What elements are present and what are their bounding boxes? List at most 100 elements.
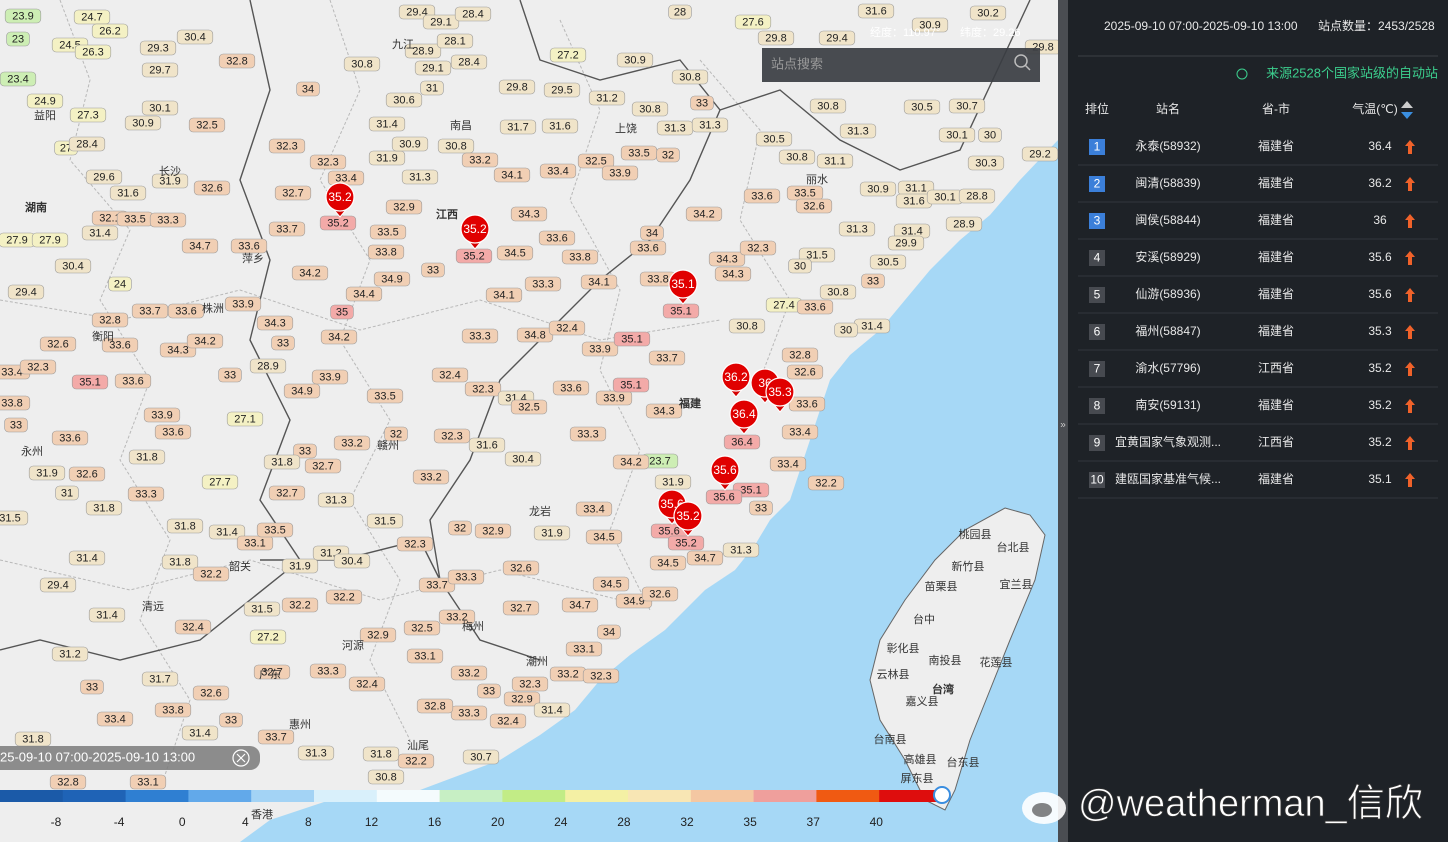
station-label: 32.6 bbox=[795, 198, 833, 214]
station-label-bg bbox=[91, 312, 129, 328]
map[interactable]: 23.9 24.726.223 24.526.3 29.330.423.429.724… bbox=[0, 0, 1061, 842]
table-row[interactable]: 3 闽侯(58844) 福建省 36 bbox=[1078, 212, 1438, 240]
place-name: 南昌 bbox=[450, 119, 472, 132]
station-label-bg bbox=[39, 577, 77, 593]
station-value: 30.1 bbox=[934, 191, 955, 203]
station-label: 33.6 bbox=[538, 230, 576, 246]
station-value: 33.6 bbox=[804, 301, 825, 313]
station-label-bg bbox=[154, 424, 192, 440]
station-label-bg bbox=[0, 71, 37, 87]
station-label-bg bbox=[55, 485, 79, 501]
station-label-bg bbox=[474, 523, 512, 539]
time-box[interactable]: 25-09-10 07:00-2025-09-10 13:00 bbox=[0, 746, 260, 770]
search-box[interactable]: 站点搜索 bbox=[762, 48, 1040, 82]
station-label: 33.3 bbox=[447, 569, 485, 585]
marker[interactable]: 35.6 bbox=[710, 455, 740, 491]
table-row[interactable]: 5 仙游(58936) 福建省 35.6 bbox=[1078, 286, 1438, 314]
station-value: 33.2 bbox=[458, 667, 479, 679]
station-label: 30.9 bbox=[616, 52, 654, 68]
station-label-bg bbox=[577, 153, 615, 169]
sort-icon[interactable] bbox=[1401, 101, 1413, 108]
sort-icon-down[interactable] bbox=[1401, 112, 1413, 119]
table-row[interactable]: 4 安溪(58929) 福建省 35.6 bbox=[1078, 249, 1438, 277]
station-label-bg bbox=[538, 230, 576, 246]
station-label-bg bbox=[68, 136, 106, 152]
station-value: 27.3 bbox=[77, 109, 98, 121]
station-label: 31.4 bbox=[68, 550, 106, 566]
station-label: 27.9 bbox=[0, 232, 36, 248]
marker[interactable]: 35.3 bbox=[765, 377, 795, 413]
station-label-bg bbox=[548, 320, 586, 336]
table-row[interactable]: 1 永泰(58932) 福建省 36.4 bbox=[1078, 138, 1438, 166]
station-label-bg bbox=[369, 224, 407, 240]
station-label: 32.3 bbox=[739, 240, 777, 256]
search-input[interactable] bbox=[762, 48, 1040, 82]
station-label-bg bbox=[141, 100, 179, 116]
station-value: 33.4 bbox=[777, 458, 798, 470]
station-label: 29.5 bbox=[543, 82, 581, 98]
station-label-bg bbox=[648, 350, 686, 366]
search-icon[interactable] bbox=[1014, 54, 1028, 68]
station-value: 33 bbox=[483, 685, 495, 697]
splitter[interactable] bbox=[1058, 0, 1068, 842]
table-row[interactable]: 6 福州(58847) 福建省 35.3 bbox=[1078, 323, 1438, 351]
time-box-close[interactable] bbox=[232, 749, 250, 767]
station-value: 32 bbox=[662, 149, 674, 161]
weibo-logo-eye bbox=[1032, 803, 1052, 817]
station-label: 34.9 bbox=[373, 271, 411, 287]
colorbar-tick-label: -8 bbox=[51, 815, 62, 829]
station-value: 32.3 bbox=[404, 538, 425, 550]
marker[interactable]: 36.4 bbox=[729, 399, 759, 435]
table-row[interactable]: 7 渝水(57796) 江西省 35.2 bbox=[1078, 360, 1438, 388]
station-value: 31.4 bbox=[189, 727, 210, 739]
station-label-bg bbox=[541, 118, 579, 134]
station-label-bg bbox=[958, 188, 996, 204]
marker[interactable]: 35.2 bbox=[460, 214, 490, 250]
station-label-bg bbox=[249, 629, 287, 645]
table-row[interactable]: 9 宜黄国家气象观测... 江西省 35.2 bbox=[1078, 434, 1438, 462]
station-value: 31.3 bbox=[730, 544, 751, 556]
station-label: 31.2 bbox=[588, 90, 626, 106]
marker[interactable]: 35.1 bbox=[668, 269, 698, 305]
station-label: 33.8 bbox=[639, 271, 677, 287]
colorbar-handle[interactable] bbox=[933, 786, 951, 804]
station-value: 32.7 bbox=[312, 460, 333, 472]
station-value: 34 bbox=[646, 227, 658, 239]
station-value: 32.7 bbox=[261, 666, 282, 678]
station-value: 33 bbox=[867, 275, 879, 287]
station-label: 27.6 bbox=[734, 14, 772, 30]
station-label: 31.4 bbox=[853, 318, 891, 334]
station-value: 33 bbox=[277, 337, 289, 349]
station-label: 33 bbox=[749, 500, 773, 516]
station-label-bg bbox=[911, 17, 949, 33]
marker[interactable]: 35.2 bbox=[673, 501, 703, 537]
table-row[interactable]: 8 南安(59131) 福建省 35.2 bbox=[1078, 397, 1438, 425]
marker[interactable]: 35.2 bbox=[325, 182, 355, 218]
station-label: 32.8 bbox=[49, 774, 87, 790]
colorbar-segment bbox=[816, 790, 880, 802]
station-label-bg bbox=[218, 53, 256, 69]
station-value: 29.4 bbox=[47, 579, 68, 591]
station-value: 34 bbox=[302, 83, 314, 95]
marker-value: 36.2 bbox=[724, 370, 748, 384]
marker[interactable]: 36.2 bbox=[721, 362, 751, 398]
station-label-bg bbox=[857, 3, 895, 19]
station-label: 33.7 bbox=[418, 577, 456, 593]
place-name: 株洲 bbox=[202, 301, 224, 315]
station-label: 31.5 bbox=[243, 601, 281, 617]
rank-badge bbox=[1089, 176, 1105, 192]
station-label-bg bbox=[281, 558, 319, 574]
station-label: 34.7 bbox=[686, 550, 724, 566]
station-label-bg bbox=[662, 303, 700, 319]
station-value: 31.9 bbox=[376, 152, 397, 164]
station-label: 30.8 bbox=[809, 98, 847, 114]
station-label-bg bbox=[464, 381, 502, 397]
station-label-bg bbox=[686, 550, 724, 566]
station-value: 29.9 bbox=[895, 237, 916, 249]
station-label-bg bbox=[510, 206, 548, 222]
station-label: 32.6 bbox=[68, 466, 106, 482]
station-value: 31.4 bbox=[96, 609, 117, 621]
table-row[interactable]: 2 闽清(58839) 福建省 36.2 bbox=[1078, 175, 1438, 203]
colorbar-tick-label: 28 bbox=[617, 815, 631, 829]
table-row[interactable]: 10 建瓯国家基准气候... 福建省 35.1 bbox=[1078, 471, 1438, 499]
